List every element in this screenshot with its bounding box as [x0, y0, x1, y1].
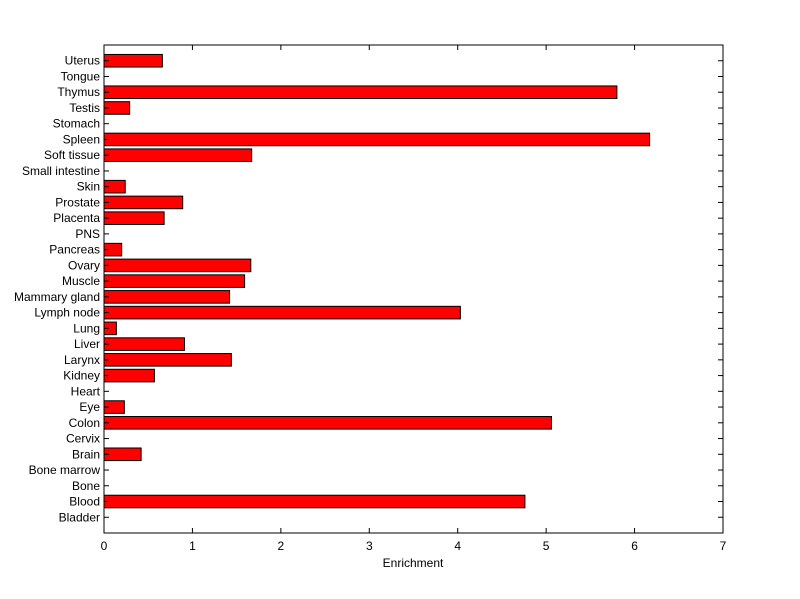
y-tick-label-testis: Testis [69, 101, 100, 115]
y-tick-label-bladder: Bladder [59, 510, 100, 524]
x-tick-label-0: 0 [101, 539, 108, 553]
x-axis-ticks: 0 1 2 3 4 5 6 7 [101, 45, 727, 553]
bar-thymus [103, 85, 618, 100]
y-tick-label-bone-marrow: Bone marrow [29, 463, 101, 477]
y-tick-label-larynx: Larynx [64, 353, 100, 367]
y-tick-label-eye: Eye [79, 400, 100, 414]
y-tick-label-tongue: Tongue [61, 69, 101, 83]
x-tick-label-6: 6 [631, 539, 638, 553]
y-tick-label-heart: Heart [71, 384, 101, 398]
bar-larynx [103, 353, 232, 367]
y-tick-label-muscle: Muscle [62, 274, 100, 288]
y-tick-label-placenta: Placenta [53, 211, 100, 225]
y-tick-label-uterus: Uterus [65, 54, 100, 68]
x-tick-label-4: 4 [454, 539, 461, 553]
y-tick-label-colon: Colon [69, 416, 100, 430]
bar-colon [103, 416, 552, 430]
y-tick-label-prostate: Prostate [55, 195, 100, 209]
y-tick-label-soft-tissue: Soft tissue [44, 148, 100, 162]
bar-prostate [103, 195, 184, 210]
x-tick-label-3: 3 [366, 539, 373, 553]
bar-muscle [103, 274, 246, 288]
y-tick-label-skin: Skin [77, 180, 100, 194]
y-tick-label-brain: Brain [72, 447, 100, 461]
bar-kidney [103, 368, 155, 383]
x-tick-label-5: 5 [543, 539, 550, 553]
bar-uterus [103, 53, 163, 68]
y-tick-label-small-intestine: Small intestine [22, 164, 100, 178]
y-tick-label-kidney: Kidney [63, 369, 100, 383]
x-tick-label-2: 2 [278, 539, 285, 553]
x-tick-label-1: 1 [189, 539, 196, 553]
plot-area-frame [103, 44, 724, 534]
y-tick-label-thymus: Thymus [57, 85, 100, 99]
bar-liver [103, 337, 185, 351]
y-tick-label-mammary-gland: Mammary gland [14, 290, 100, 304]
bar-ovary [103, 258, 252, 273]
y-tick-label-pancreas: Pancreas [49, 243, 100, 257]
y-tick-label-spleen: Spleen [63, 132, 100, 146]
bar-soft-tissue [103, 148, 253, 162]
bars-group [103, 53, 651, 509]
bar-blood [103, 494, 526, 509]
y-tick-label-liver: Liver [74, 337, 100, 351]
x-tick-label-7: 7 [720, 539, 727, 553]
y-tick-label-ovary: Ovary [68, 258, 100, 272]
y-tick-label-lymph-node: Lymph node [34, 306, 100, 320]
bar-mammary-gland [103, 290, 231, 304]
y-tick-label-cervix: Cervix [66, 432, 100, 446]
bar-placenta [103, 211, 165, 225]
y-tick-label-bone: Bone [72, 479, 100, 493]
y-tick-label-lung: Lung [73, 321, 100, 335]
x-axis-label: Enrichment [383, 556, 444, 570]
y-tick-label-blood: Blood [69, 495, 100, 509]
y-tick-label-stomach: Stomach [53, 117, 100, 131]
bar-lymph-node [103, 305, 461, 320]
y-tick-label-pns: PNS [75, 227, 100, 241]
bar-spleen [103, 132, 651, 147]
bar-brain [103, 447, 142, 462]
